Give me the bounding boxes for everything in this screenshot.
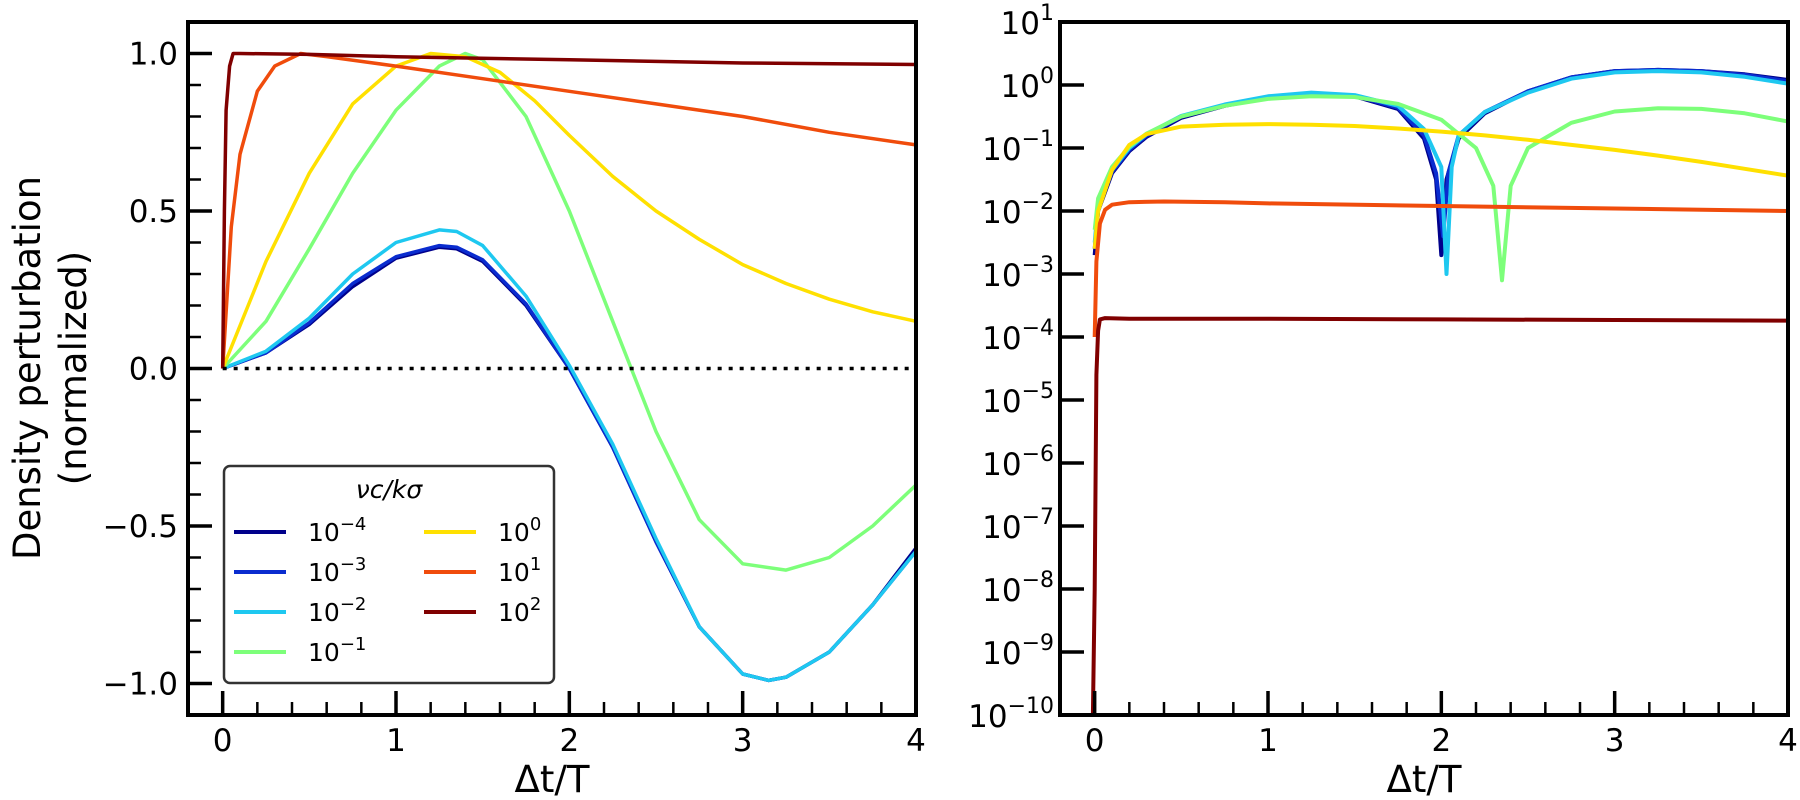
- right-x-tick-label: 0: [1085, 723, 1105, 759]
- left-y-tick-label: −0.5: [103, 509, 178, 545]
- left-plot-frame: [186, 20, 918, 717]
- right-y-tick-label: 10−4: [982, 316, 1054, 357]
- left-y-tick-label: 1.0: [129, 37, 178, 73]
- right-x-tick-label: 2: [1431, 723, 1451, 759]
- legend-entry-label: 10−3: [308, 554, 366, 587]
- left-series-line-1e2: [220, 51, 917, 369]
- right-y-tick-label: 10−3: [982, 253, 1054, 294]
- right-y-tick-label: 100: [1001, 64, 1054, 105]
- left-series-group: [220, 51, 918, 683]
- legend-entry-label: 101: [498, 554, 541, 587]
- left-x-tick-labels: 0 1 2 3 4: [213, 723, 926, 759]
- left-y-tick-label: −1.0: [103, 667, 178, 703]
- legend-entry-label: 10−2: [308, 594, 366, 627]
- right-y-tick-labels: 101 100 10−1 10−2 10−3 10−4 10−5 10−6 10−7 10−8 10…: [968, 1, 1054, 735]
- right-x-tick-label: 1: [1258, 723, 1278, 759]
- right-y-tick-label: 10−2: [982, 190, 1054, 231]
- right-panel: 0 1 2 3 4 101 100 10−1 10−2 10−3 10−4 10−5 10−6 10−7…: [968, 1, 1798, 800]
- left-tick-marks: [188, 20, 918, 717]
- legend-entry-label: 10−4: [308, 514, 366, 547]
- right-y-tick-label: 10−6: [982, 442, 1054, 483]
- left-y-tick-labels: −1.0 −0.5 0.0 0.5 1.0: [103, 37, 178, 703]
- left-series-line-1e1: [220, 51, 917, 369]
- legend: νc/kσ 10−4 10−3 10−2 10−1 100 101 102: [222, 464, 556, 685]
- left-x-tick-label: 0: [213, 723, 233, 759]
- left-x-tick-label: 1: [386, 723, 406, 759]
- left-panel: 0 1 2 3 4 −1.0 −0.5 0.0 0.5 1.0 Δt/T Density per…: [6, 20, 926, 800]
- legend-box: [222, 464, 556, 685]
- left-series-line-1e-1: [221, 51, 918, 572]
- right-y-tick-label: 10−1: [982, 127, 1054, 168]
- right-y-tick-label: 10−9: [982, 631, 1054, 672]
- right-y-tick-label: 101: [1001, 1, 1054, 42]
- legend-entry-label: 100: [498, 514, 541, 547]
- left-x-axis-title: Δt/T: [515, 758, 590, 800]
- left-series-line-1e-2: [222, 228, 918, 683]
- right-x-tick-label: 3: [1605, 723, 1625, 759]
- right-plot-frame: [1058, 20, 1790, 717]
- right-x-tick-labels: 0 1 2 3 4: [1085, 723, 1798, 759]
- right-series-line-1e0: [1092, 122, 1788, 249]
- left-y-tick-label: 0.5: [129, 194, 178, 230]
- left-y-axis-title: Density perturbation: [6, 176, 49, 560]
- legend-entry-label: 102: [498, 594, 541, 627]
- left-x-tick-label: 3: [733, 723, 753, 759]
- legend-entry-label: 10−1: [308, 634, 366, 667]
- right-series-line-1e2: [1090, 316, 1788, 715]
- left-y-tick-label: 0.0: [129, 352, 178, 388]
- right-series-group: [1090, 67, 1788, 715]
- left-x-tick-label: 2: [559, 723, 579, 759]
- right-series-line-1e1: [1092, 199, 1788, 338]
- right-x-axis-title: Δt/T: [1387, 758, 1462, 800]
- left-x-tick-label: 4: [906, 723, 926, 759]
- legend-title: νc/kσ: [356, 475, 424, 504]
- legend-entries: 10−4 10−3 10−2 10−1 100 101 102: [234, 514, 541, 667]
- right-y-tick-label: 10−10: [968, 694, 1054, 735]
- left-series-line-1e0: [221, 51, 917, 370]
- right-y-tick-label: 10−8: [982, 568, 1054, 609]
- right-y-tick-label: 10−5: [982, 379, 1054, 420]
- right-y-tick-label: 10−7: [982, 505, 1054, 546]
- left-y-axis-title-line2: (normalized): [52, 251, 95, 485]
- right-x-tick-label: 4: [1778, 723, 1798, 759]
